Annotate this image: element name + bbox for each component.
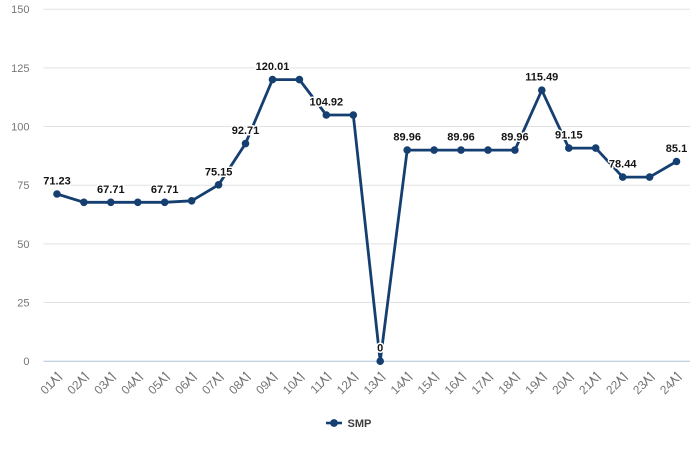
svg-text:10: 10: [280, 378, 300, 398]
svg-text:09: 09: [253, 378, 273, 398]
svg-text:SMP: SMP: [348, 418, 372, 430]
svg-text:91.15: 91.15: [555, 130, 583, 142]
svg-text:89.96: 89.96: [393, 132, 421, 144]
svg-text:100: 100: [11, 121, 29, 133]
svg-text:04: 04: [118, 378, 138, 398]
svg-text:75: 75: [17, 180, 29, 192]
svg-text:08: 08: [226, 378, 246, 398]
svg-text:12: 12: [334, 378, 354, 398]
svg-text:78.44: 78.44: [609, 159, 637, 171]
svg-text:75.15: 75.15: [205, 166, 233, 178]
svg-text:07: 07: [199, 378, 219, 398]
svg-text:01: 01: [38, 378, 58, 398]
svg-text:104.92: 104.92: [309, 97, 343, 109]
svg-text:17: 17: [469, 378, 489, 398]
svg-text:71.23: 71.23: [43, 176, 71, 188]
svg-text:67.71: 67.71: [97, 184, 125, 196]
svg-text:150: 150: [11, 4, 29, 16]
svg-text:13: 13: [361, 378, 381, 398]
svg-text:14: 14: [388, 378, 408, 398]
svg-text:20: 20: [549, 378, 569, 398]
svg-text:0: 0: [23, 356, 29, 368]
svg-text:89.96: 89.96: [501, 132, 529, 144]
svg-text:0: 0: [377, 343, 383, 355]
svg-text:19: 19: [522, 378, 542, 398]
svg-text:120.01: 120.01: [256, 61, 290, 73]
svg-text:125: 125: [11, 63, 29, 75]
svg-text:24: 24: [657, 378, 677, 398]
svg-text:21: 21: [576, 378, 596, 398]
svg-text:115.49: 115.49: [525, 72, 558, 84]
svg-text:18: 18: [495, 378, 515, 398]
svg-text:22: 22: [603, 378, 623, 398]
svg-text:02: 02: [64, 378, 84, 398]
svg-text:15: 15: [415, 378, 435, 398]
svg-text:85.1: 85.1: [666, 143, 687, 155]
svg-text:06: 06: [172, 378, 192, 398]
svg-text:16: 16: [442, 378, 462, 398]
svg-text:50: 50: [17, 239, 29, 251]
svg-text:11: 11: [307, 378, 326, 397]
svg-text:05: 05: [145, 378, 165, 398]
svg-text:23: 23: [630, 378, 650, 398]
svg-text:25: 25: [17, 297, 29, 309]
svg-text:89.96: 89.96: [447, 132, 475, 144]
svg-text:67.71: 67.71: [151, 184, 179, 196]
svg-text:92.71: 92.71: [232, 125, 260, 137]
svg-text:03: 03: [91, 378, 111, 398]
